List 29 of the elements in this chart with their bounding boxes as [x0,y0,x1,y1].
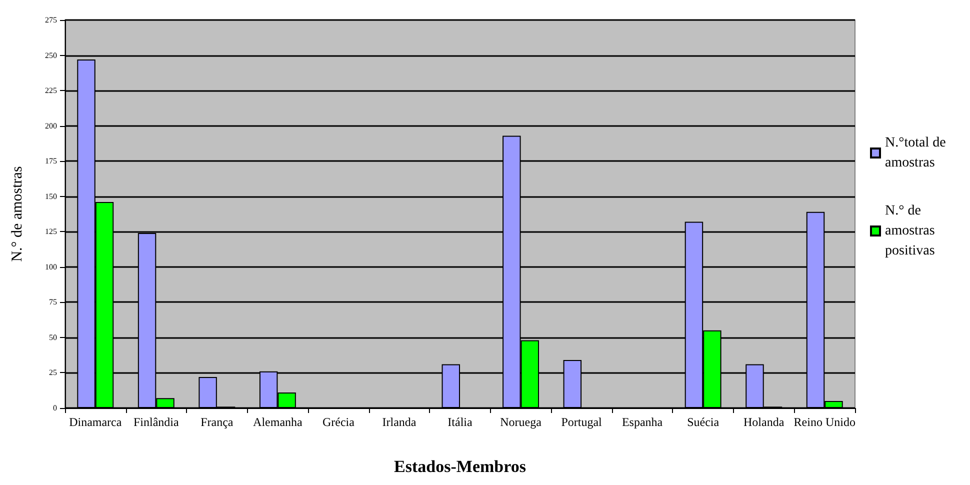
legend-label: N.°total de amostras [885,136,950,170]
y-tick-label: 200 [45,121,57,130]
x-tick-label: Irlanda [382,415,417,429]
x-tick-label: Noruega [500,415,542,429]
y-tick-label: 150 [45,192,57,201]
y-tick-label: 275 [45,16,57,24]
y-tick-label: 175 [45,156,57,166]
x-tick-label: França [200,415,234,429]
y-tick-label: 50 [49,332,57,342]
y-tick-label: 125 [45,227,57,236]
x-tick-label: Finlândia [133,415,180,429]
x-tick-label: Reino Unido [794,415,856,429]
y-tick-label: 250 [45,50,57,60]
y-tick-label: 225 [45,86,57,96]
y-axis-title: N.° de amostras [10,166,26,262]
x-tick-label: Holanda [744,415,785,429]
y-tick-label: 75 [49,298,57,307]
y-tick-label: 100 [45,262,57,272]
x-tick-label: Alemanha [253,415,304,429]
x-tick-label: Suécia [687,415,720,429]
legend-label: N.° de amostras positivas [885,204,938,258]
x-tick-label: Portugal [561,415,603,429]
x-tick-label: Grécia [322,415,356,429]
x-tick-label: Dinamarca [69,415,122,429]
y-tick-label: 25 [49,368,57,378]
y-tick-label: 0 [53,404,57,412]
x-axis-title: Estados-Membros [394,457,526,476]
x-tick-label: Itália [448,415,473,429]
x-tick-label: Espanha [622,415,664,429]
